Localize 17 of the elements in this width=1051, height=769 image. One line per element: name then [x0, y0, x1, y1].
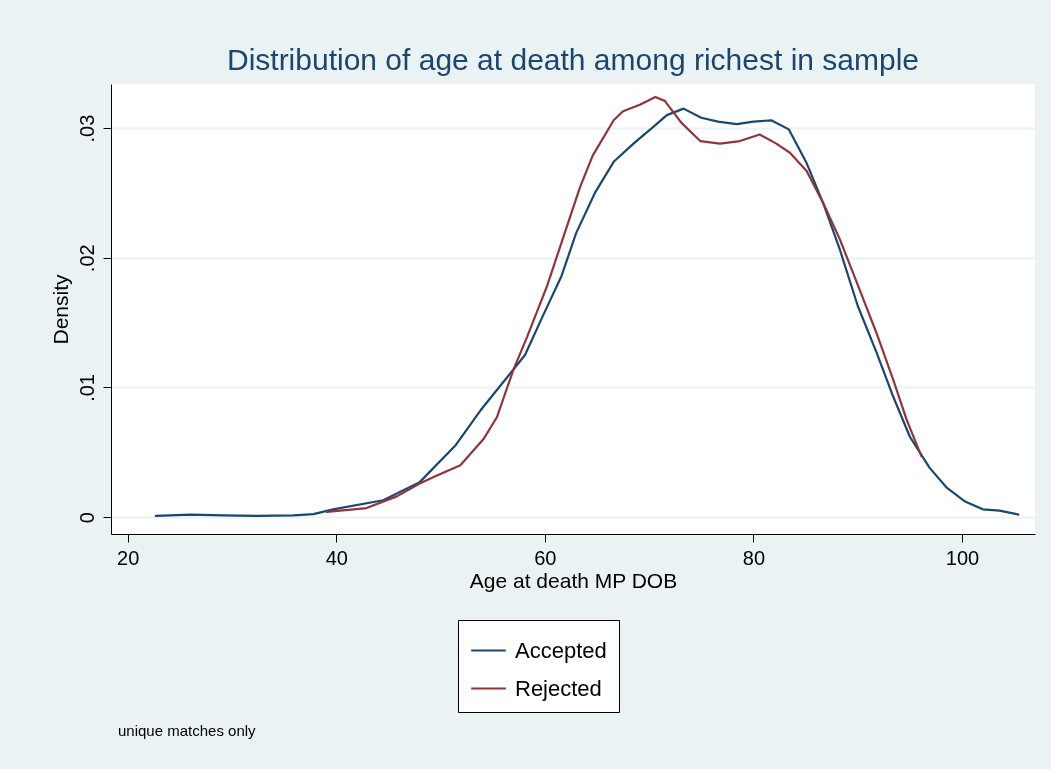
legend-label: Rejected	[515, 675, 602, 701]
y-tick-label: 0	[75, 512, 98, 524]
x-axis-title: Age at death MP DOB	[469, 568, 678, 592]
legend-label: Accepted	[515, 637, 607, 663]
x-tick-label: 60	[534, 546, 557, 569]
y-tick-label: .01	[75, 374, 98, 402]
line-series	[325, 95, 923, 514]
line-series	[154, 107, 1020, 517]
x-tick-label: 40	[325, 546, 348, 569]
chart-title: Distribution of age at death among richest in sample	[226, 43, 920, 76]
x-tick-label: 80	[742, 546, 766, 569]
y-tick-label: .02	[75, 244, 98, 273]
y-tick-label: .03	[75, 114, 98, 143]
y-axis-title: Density	[48, 273, 72, 345]
x-tick-label: 100	[945, 546, 980, 569]
text: unique matches only	[118, 722, 256, 739]
x-tick-label: 20	[117, 546, 140, 569]
